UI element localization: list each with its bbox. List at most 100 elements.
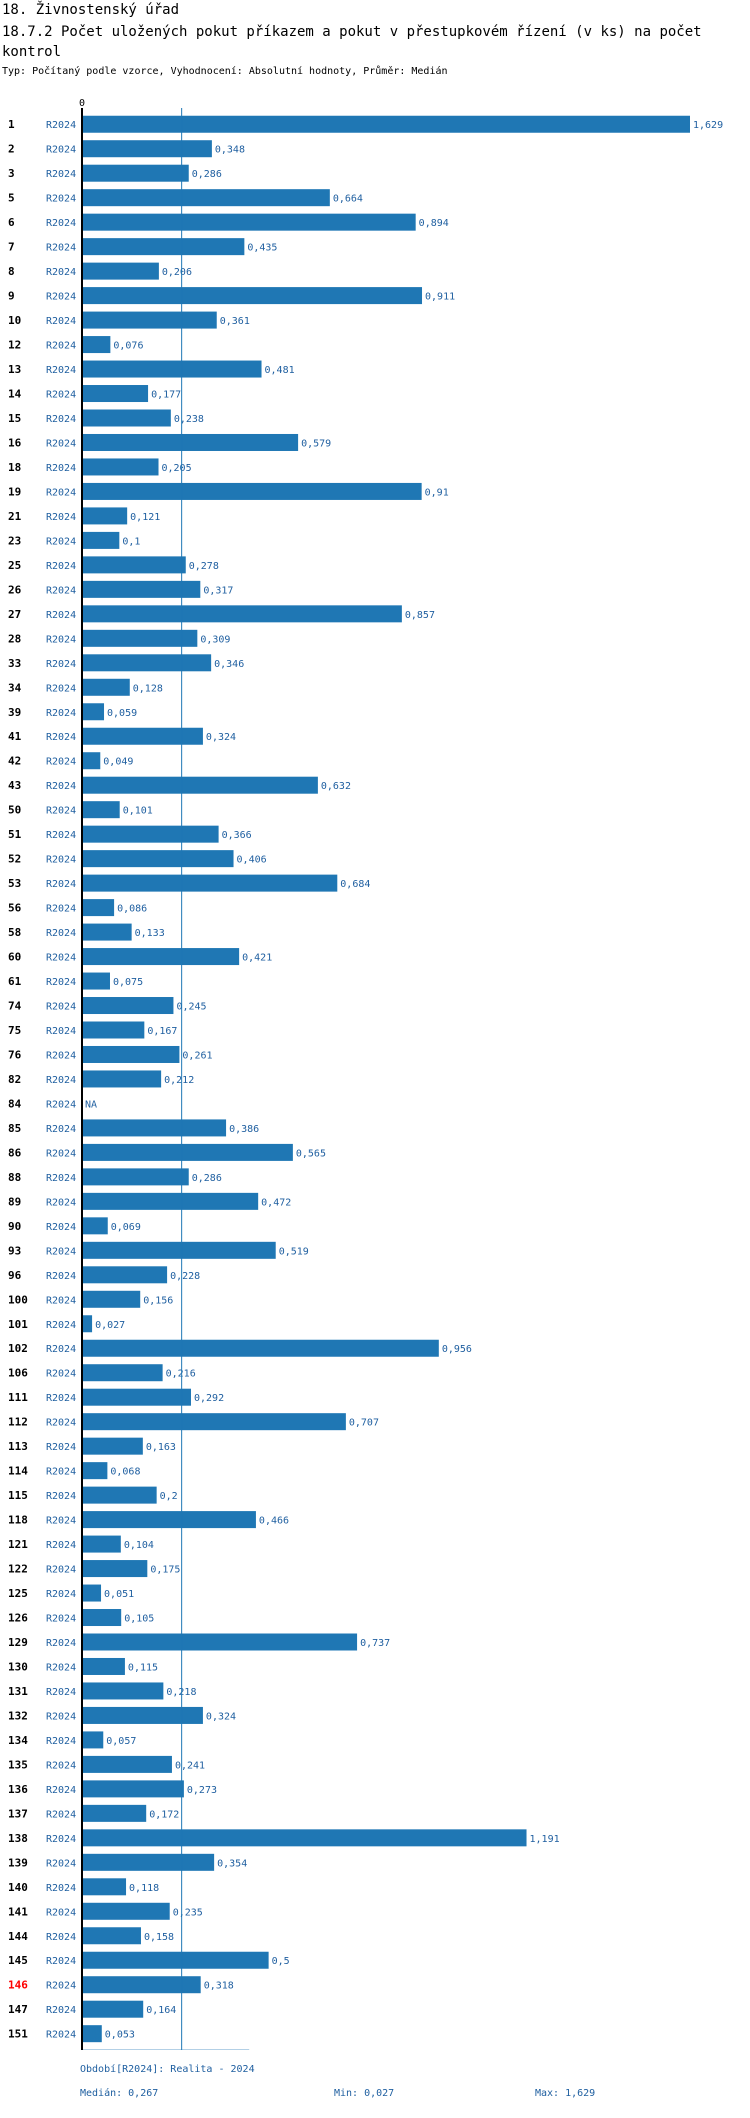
series-label: R2024 <box>46 1711 76 1722</box>
series-label: R2024 <box>46 1173 76 1184</box>
series-label: R2024 <box>46 977 76 988</box>
series-label: R2024 <box>46 1491 76 1502</box>
bar <box>82 1241 276 1259</box>
series-label: R2024 <box>46 585 76 596</box>
bar <box>82 336 111 354</box>
category-label: 15 <box>8 412 21 425</box>
category-label: 7 <box>8 241 15 254</box>
series-label: R2024 <box>46 194 76 205</box>
category-label: 125 <box>8 1587 28 1600</box>
series-label: R2024 <box>46 390 76 401</box>
series-label: R2024 <box>46 1295 76 1306</box>
value-label: 0,579 <box>301 438 331 449</box>
category-label: 2 <box>8 143 15 156</box>
bar <box>82 507 128 525</box>
value-label: 0,163 <box>146 1442 176 1453</box>
value-label: 0,286 <box>192 169 222 180</box>
bar <box>82 556 186 574</box>
series-label: R2024 <box>46 316 76 327</box>
series-label: R2024 <box>46 2030 76 2041</box>
value-label: 0,911 <box>425 292 455 303</box>
series-label: R2024 <box>46 1369 76 1380</box>
category-label: 114 <box>8 1465 28 1478</box>
value-label: 0,421 <box>242 953 272 964</box>
category-label: 50 <box>8 804 21 817</box>
bar <box>82 311 217 329</box>
series-label: R2024 <box>46 1932 76 1943</box>
series-label: R2024 <box>46 512 76 523</box>
value-label: 0,354 <box>217 1858 247 1869</box>
series-label: R2024 <box>46 1002 76 1013</box>
category-label: 96 <box>8 1269 22 1282</box>
bar <box>82 189 330 207</box>
bar <box>82 1486 157 1504</box>
series-label: R2024 <box>46 1858 76 1869</box>
category-label: 145 <box>8 1954 28 1967</box>
value-label: 0,121 <box>130 512 160 523</box>
value-label: 0,177 <box>151 390 181 401</box>
bar <box>82 1217 108 1235</box>
category-label: 141 <box>8 1905 28 1918</box>
value-label: 0,278 <box>189 561 219 572</box>
value-label: 0,241 <box>175 1760 205 1771</box>
bar <box>82 360 262 378</box>
bar <box>82 2000 144 2018</box>
bar <box>82 1853 215 1871</box>
value-label: 0,273 <box>187 1785 217 1796</box>
series-label: R2024 <box>46 1442 76 1453</box>
value-label: 0,286 <box>192 1173 222 1184</box>
category-label: 112 <box>8 1416 28 1429</box>
value-label: 0,228 <box>170 1271 200 1282</box>
category-label: 121 <box>8 1538 28 1551</box>
category-label: 130 <box>8 1660 28 1673</box>
series-label: R2024 <box>46 1956 76 1967</box>
series-label: R2024 <box>46 1785 76 1796</box>
series-label: R2024 <box>46 1418 76 1429</box>
series-label: R2024 <box>46 855 76 866</box>
series-label: R2024 <box>46 806 76 817</box>
bar <box>82 1780 184 1798</box>
value-label: 0,466 <box>259 1516 289 1527</box>
value-label: 0,346 <box>214 659 244 670</box>
bar <box>82 1560 148 1578</box>
series-label: R2024 <box>46 757 76 768</box>
category-label: 52 <box>8 853 21 866</box>
category-label: 26 <box>8 583 22 596</box>
category-label: 39 <box>8 706 21 719</box>
category-label: 84 <box>8 1097 22 1110</box>
category-label: 101 <box>8 1318 28 1331</box>
value-label: 0,1 <box>122 536 140 547</box>
value-label: 0,115 <box>128 1662 158 1673</box>
bar <box>82 1413 346 1431</box>
value-label: 0,057 <box>106 1736 136 1747</box>
category-label: 34 <box>8 681 22 694</box>
category-label: 23 <box>8 534 21 547</box>
value-label: 0,049 <box>103 757 133 768</box>
category-label: 88 <box>8 1171 21 1184</box>
category-label: 139 <box>8 1856 28 1869</box>
category-label: 129 <box>8 1636 28 1649</box>
category-label: 138 <box>8 1832 28 1845</box>
category-label: 1 <box>8 118 15 131</box>
series-label: R2024 <box>46 904 76 915</box>
value-label: 0,206 <box>162 267 192 278</box>
series-label: R2024 <box>46 953 76 964</box>
value-label: 0,632 <box>321 781 351 792</box>
value-label: 0,164 <box>146 2005 176 2016</box>
series-label: R2024 <box>46 536 76 547</box>
category-label: 131 <box>8 1685 28 1698</box>
series-label: R2024 <box>46 1050 76 1061</box>
bar <box>82 1682 164 1700</box>
bar <box>82 654 212 672</box>
category-label: 25 <box>8 559 21 572</box>
value-label: 0,027 <box>95 1320 125 1331</box>
series-label: R2024 <box>46 414 76 425</box>
category-label: 6 <box>8 216 15 229</box>
bar <box>82 727 203 745</box>
series-label: R2024 <box>46 1589 76 1600</box>
bar <box>82 1511 256 1529</box>
category-label: 118 <box>8 1514 28 1527</box>
bar <box>82 948 240 966</box>
bar <box>82 850 234 868</box>
